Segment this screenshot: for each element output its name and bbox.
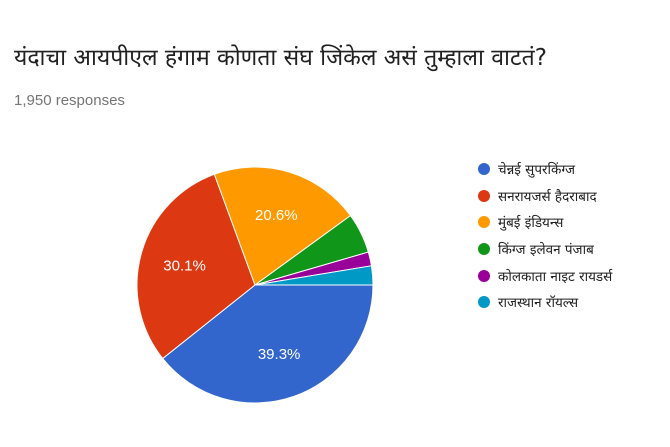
legend-label: किंग्ज इलेवन पंजाब [498,242,594,259]
legend-swatch [478,243,490,256]
legend-swatch [478,163,490,176]
pie-slice-2[interactable] [213,166,352,286]
pie-slice-5[interactable] [254,265,374,286]
legend-item[interactable]: मुंबई इंडियन्स [478,209,612,236]
legend-label: चेन्नई सुपरकिंग्ज [498,162,576,179]
legend-label: सनरायजर्स हैदराबाद [498,188,597,205]
legend-item[interactable]: किंग्ज इलेवन पंजाब [478,236,612,263]
pie-slice-1[interactable] [136,173,256,360]
legend-label: कोलकाता नाइट रायडर्स [498,268,613,285]
chart-legend: चेन्नई सुपरकिंग्ज सनरायजर्स हैदराबाद मुंबई… [478,156,612,316]
chart-title: यंदाचा आयपीएल हंगाम कोणता संघ जिंकेल असं… [14,45,547,71]
legend-item[interactable]: सनरायजर्स हैदराबाद [478,183,612,210]
legend-swatch [478,269,490,282]
legend-swatch [478,216,490,229]
legend-item[interactable]: राजस्थान रॉयल्स [478,289,612,316]
legend-item[interactable]: कोलकाता नाइट रायडर्स [478,262,612,289]
legend-label: राजस्थान रॉयल्स [498,295,579,312]
slice-data-label-0: 39.3% [258,346,301,363]
legend-label: मुंबई इंडियन्स [498,215,564,232]
slice-data-label-2: 20.6% [255,207,298,224]
response-count: 1,950 responses [14,92,125,109]
legend-swatch [478,189,490,202]
pie-slice-0[interactable] [161,284,374,404]
slice-data-label-1: 30.1% [163,257,206,274]
legend-item[interactable]: चेन्नई सुपरकिंग्ज [478,156,612,183]
legend-swatch [478,296,490,309]
